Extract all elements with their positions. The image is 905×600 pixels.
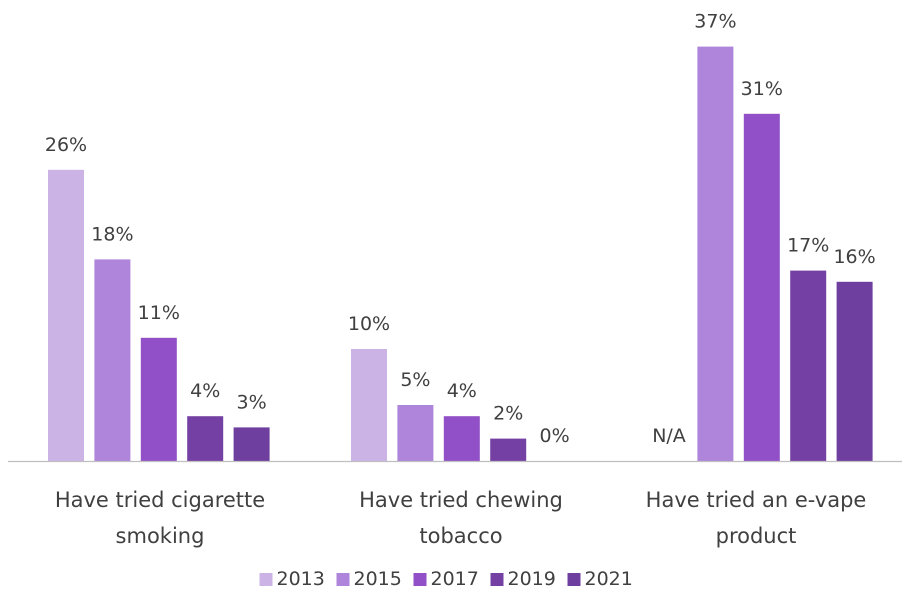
bar-2015-group-3 <box>697 46 734 461</box>
data-label-2013-group-3: N/A <box>652 425 686 447</box>
data-label-2019-group-2: 2% <box>493 403 523 425</box>
category-label-3-line-2: product <box>716 524 797 548</box>
data-label-2013-group-2: 10% <box>348 313 390 335</box>
data-label-2015-group-1: 18% <box>91 223 133 245</box>
legend: 2013 2015 2017 2019 2021 <box>259 568 633 590</box>
legend-swatch-2017 <box>413 573 427 586</box>
bar-2021-group-3 <box>836 281 873 461</box>
bar-2013-group-1 <box>48 169 84 462</box>
category-label-1-line-2: smoking <box>116 524 205 548</box>
data-label-2021-group-2: 0% <box>540 425 570 447</box>
data-label-2019-group-1: 4% <box>190 380 220 402</box>
data-labels-layer: 26% 10% N/A 18% 5% 37% 11% 4% 31% 4% 2% 17% 3% 0% 16% <box>45 11 876 447</box>
category-labels-layer: Have tried cigarette smoking Have tried ch… <box>55 488 867 548</box>
bar-2019-group-3 <box>790 270 827 461</box>
category-label-3-line-1: Have tried an e-vape <box>646 488 867 512</box>
category-label-2-line-1: Have tried chewing <box>359 488 563 512</box>
bar-2017-group-3 <box>743 113 780 462</box>
data-label-2017-group-2: 4% <box>447 380 477 402</box>
data-label-2017-group-3: 31% <box>741 78 783 100</box>
legend-label-2021: 2021 <box>585 568 633 590</box>
legend-swatch-2015 <box>336 573 350 586</box>
bar-2015-group-1 <box>94 259 131 461</box>
data-label-2019-group-3: 17% <box>787 235 829 257</box>
legend-label-2015: 2015 <box>354 568 402 590</box>
legend-swatch-2019 <box>490 573 504 586</box>
data-label-2021-group-3: 16% <box>833 246 875 268</box>
data-label-2013-group-1: 26% <box>45 134 87 156</box>
legend-label-2019: 2019 <box>508 568 556 590</box>
bars-layer <box>48 46 873 462</box>
category-label-1-line-1: Have tried cigarette <box>55 488 265 512</box>
data-label-2015-group-2: 5% <box>400 369 430 391</box>
bar-2017-group-2 <box>443 416 480 461</box>
category-label-2-line-2: tobacco <box>419 524 502 548</box>
legend-label-2013: 2013 <box>277 568 325 590</box>
bar-2017-group-1 <box>140 337 177 461</box>
data-label-2015-group-3: 37% <box>694 11 736 33</box>
data-label-2021-group-1: 3% <box>237 391 267 413</box>
legend-swatch-2013 <box>259 573 273 586</box>
bar-2021-group-1 <box>233 427 270 461</box>
bar-2019-group-1 <box>187 416 224 461</box>
legend-swatch-2021 <box>567 573 581 586</box>
data-label-2017-group-1: 11% <box>138 302 180 324</box>
legend-label-2017: 2017 <box>431 568 479 590</box>
bar-2015-group-2 <box>397 405 434 461</box>
bar-2013-group-2 <box>351 349 387 461</box>
bar-2019-group-2 <box>490 438 527 461</box>
